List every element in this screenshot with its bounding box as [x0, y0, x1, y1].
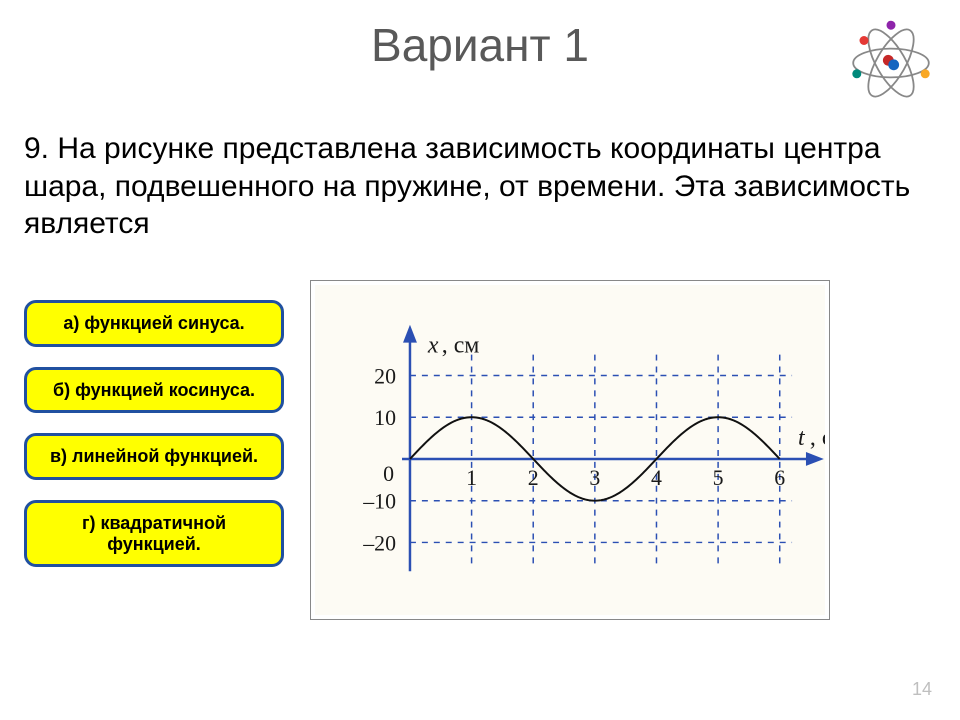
svg-text:4: 4: [651, 466, 662, 490]
svg-text:–10: –10: [362, 490, 396, 514]
svg-text:0: 0: [383, 462, 394, 486]
svg-text:20: 20: [374, 364, 396, 388]
svg-text:3: 3: [589, 466, 600, 490]
svg-text:10: 10: [374, 406, 396, 430]
svg-text:1: 1: [466, 466, 477, 490]
answers-container: а) функцией синуса. б) функцией косинуса…: [24, 300, 284, 567]
answer-a[interactable]: а) функцией синуса.: [24, 300, 284, 347]
svg-text:–20: –20: [362, 531, 396, 555]
svg-text:5: 5: [713, 466, 724, 490]
question-text: 9. На рисунке представлена зависимость к…: [24, 130, 920, 243]
svg-text:t: t: [798, 425, 806, 451]
answer-b[interactable]: б) функцией косинуса.: [24, 367, 284, 414]
page-number: 14: [912, 679, 932, 700]
answer-d[interactable]: г) квадратичной функцией.: [24, 500, 284, 567]
sine-chart: 1 2 3 4 5 6 0 –20 –10 10 20 x, см t , с: [315, 285, 825, 615]
slide-title: Вариант 1: [0, 0, 960, 72]
slide: Вариант 1 9. На рисунке представлена зав…: [0, 0, 960, 720]
answer-c[interactable]: в) линейной функцией.: [24, 433, 284, 480]
svg-text:6: 6: [774, 466, 785, 490]
atom-icon: [846, 18, 936, 108]
svg-text:x: x: [427, 333, 439, 359]
svg-text:, см: , см: [442, 333, 480, 359]
svg-text:2: 2: [528, 466, 539, 490]
chart-container: 1 2 3 4 5 6 0 –20 –10 10 20 x, см t , с: [310, 280, 830, 620]
svg-text:, с: , с: [810, 425, 825, 451]
